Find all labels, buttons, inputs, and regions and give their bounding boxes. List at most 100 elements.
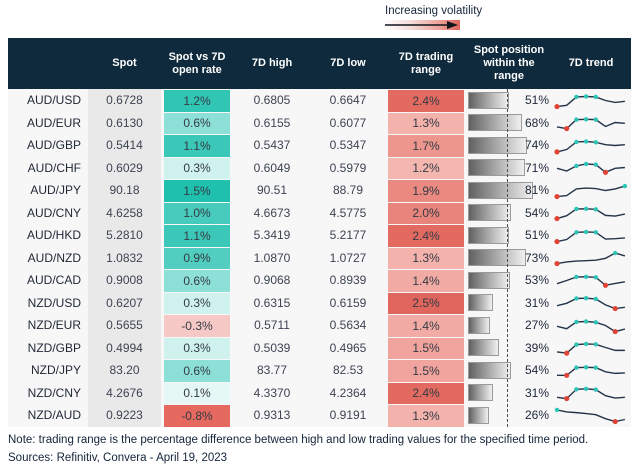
trend-cell bbox=[551, 89, 631, 112]
range-value: 1.3% bbox=[388, 405, 464, 427]
table-row: AUD/CHF 0.6029 0.3% 0.6049 0.5979 1.2% 71% bbox=[8, 156, 631, 180]
low-value: 0.8939 bbox=[329, 273, 367, 288]
trend-low-dot bbox=[602, 169, 609, 176]
position-cell: 27% bbox=[467, 314, 551, 337]
pair-label: NZD/JPY bbox=[30, 363, 81, 378]
position-cell: 68% bbox=[467, 112, 551, 135]
position-label: 54% bbox=[524, 205, 549, 220]
high-value: 0.6805 bbox=[253, 93, 291, 108]
change-value: 0.3% bbox=[164, 292, 230, 314]
spot-value: 4.2676 bbox=[88, 381, 161, 404]
trend-high-dot bbox=[574, 229, 579, 235]
position-label: 31% bbox=[524, 385, 549, 400]
change-value: 0.9% bbox=[164, 247, 230, 269]
trend-high-dot bbox=[574, 365, 579, 370]
position-bar bbox=[468, 204, 512, 222]
range-value: 1.7% bbox=[388, 135, 464, 157]
trend-high-dot bbox=[574, 319, 579, 324]
table-row: AUD/JPY 90.18 1.5% 90.51 88.79 1.9% 81% bbox=[8, 179, 631, 202]
position-cell: 51% bbox=[467, 89, 551, 112]
trend-low-dot bbox=[564, 372, 570, 378]
trend-low-dot bbox=[612, 418, 618, 424]
position-cell: 74% bbox=[467, 134, 551, 157]
trend-cell bbox=[551, 157, 631, 180]
trend-cell bbox=[551, 292, 631, 315]
col-header-high: 7D high bbox=[251, 57, 293, 70]
trend-high-dot bbox=[593, 139, 598, 145]
trend-low-dot bbox=[564, 396, 570, 402]
trend-high-dot bbox=[583, 296, 589, 301]
spot-value: 0.4994 bbox=[88, 336, 161, 359]
trend-cell bbox=[551, 314, 631, 337]
trend-low-dot bbox=[554, 238, 560, 244]
low-value: 5.2177 bbox=[329, 228, 367, 243]
pair-label: NZD/CNY bbox=[27, 385, 81, 400]
range-value: 1.9% bbox=[388, 180, 464, 202]
spot-value: 90.18 bbox=[88, 179, 161, 202]
trend-sparkline bbox=[554, 206, 626, 222]
high-value: 83.77 bbox=[256, 363, 288, 378]
spot-value: 0.6207 bbox=[88, 291, 161, 314]
trend-low-dot bbox=[554, 193, 560, 199]
change-value: 0.6% bbox=[164, 360, 230, 382]
trend-sparkline bbox=[554, 94, 625, 109]
trend-high-dot bbox=[593, 342, 598, 347]
table-row: AUD/EUR 0.6130 0.6% 0.6155 0.6077 1.3% 68% bbox=[8, 111, 631, 135]
spot-value: 0.5655 bbox=[88, 314, 161, 337]
trend-sparkline bbox=[554, 139, 625, 155]
position-cell: 39% bbox=[467, 337, 551, 360]
low-value: 4.5775 bbox=[329, 205, 367, 220]
fx-table: Spot Spot vs 7D open rate 7D high 7D low… bbox=[8, 38, 631, 427]
position-bar bbox=[468, 316, 490, 334]
trend-high-dot bbox=[574, 163, 579, 169]
range-value: 1.3% bbox=[388, 247, 464, 269]
trend-high-dot bbox=[593, 207, 598, 212]
spot-value: 0.9223 bbox=[88, 404, 161, 427]
range-value: 2.5% bbox=[388, 292, 464, 314]
trend-cell bbox=[551, 404, 631, 427]
position-bar bbox=[468, 406, 489, 424]
pair-label: AUD/JPY bbox=[30, 183, 81, 198]
trend-sparkline bbox=[554, 183, 628, 199]
change-value: -0.8% bbox=[164, 405, 230, 427]
position-bar bbox=[468, 181, 533, 199]
volatility-gradient-bar bbox=[384, 20, 460, 30]
position-bar bbox=[468, 114, 523, 132]
change-value: 1.1% bbox=[164, 135, 230, 157]
low-value: 0.6647 bbox=[329, 93, 367, 108]
position-bar bbox=[468, 249, 527, 267]
range-value: 1.3% bbox=[388, 112, 464, 134]
trend-high-dot bbox=[593, 319, 598, 325]
position-label: 81% bbox=[524, 183, 549, 198]
spot-value: 0.9008 bbox=[88, 269, 161, 292]
trend-low-dot bbox=[564, 126, 570, 132]
position-bar bbox=[468, 294, 493, 312]
table-row: NZD/AUD 0.9223 -0.8% 0.9313 0.9191 1.3% 26% bbox=[8, 404, 631, 427]
trend-high-dot bbox=[554, 407, 560, 412]
high-value: 5.3419 bbox=[253, 228, 291, 243]
table-row: NZD/GBP 0.4994 0.3% 0.5039 0.4965 1.5% 39% bbox=[8, 336, 631, 360]
col-header-change: Spot vs 7D open rate bbox=[168, 50, 226, 76]
trend-high-dot bbox=[574, 117, 579, 123]
trend-sparkline bbox=[556, 117, 625, 132]
range-value: 2.4% bbox=[388, 225, 464, 247]
trend-high-dot bbox=[583, 364, 589, 370]
position-cell: 71% bbox=[467, 157, 551, 180]
footnote: Note: trading range is the percentage di… bbox=[8, 434, 589, 446]
trend-cell bbox=[551, 202, 631, 225]
change-value: -0.3% bbox=[164, 315, 230, 337]
position-cell: 73% bbox=[467, 247, 551, 270]
range-midpoint-line bbox=[507, 89, 508, 427]
low-value: 0.9191 bbox=[329, 408, 367, 423]
position-label: 71% bbox=[524, 160, 549, 175]
trend-low-dot bbox=[612, 306, 618, 312]
position-label: 51% bbox=[524, 228, 549, 243]
trend-high-dot bbox=[593, 117, 598, 123]
pair-label: AUD/CHF bbox=[27, 160, 81, 175]
pair-label: NZD/EUR bbox=[27, 318, 81, 333]
volatility-legend: Increasing volatility bbox=[384, 5, 504, 30]
change-value: 1.2% bbox=[164, 90, 230, 112]
high-value: 1.0870 bbox=[253, 250, 291, 265]
range-value: 2.0% bbox=[388, 202, 464, 224]
